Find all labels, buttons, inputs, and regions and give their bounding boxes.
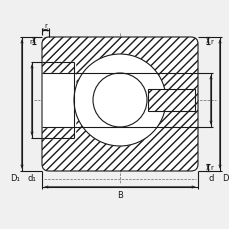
Bar (41, 74, 75, 128)
Text: B: B (117, 190, 123, 199)
Text: r: r (29, 38, 32, 44)
Bar (42, 63, 74, 138)
Bar (147, 90, 194, 112)
Text: r: r (209, 165, 212, 171)
Text: d₁: d₁ (27, 173, 36, 182)
Circle shape (74, 55, 165, 146)
Text: r: r (209, 38, 212, 44)
Text: D: D (221, 173, 227, 182)
FancyBboxPatch shape (42, 38, 197, 171)
Bar (41, 63, 75, 138)
Bar (147, 90, 194, 112)
Circle shape (93, 74, 146, 128)
Text: D₁: D₁ (10, 173, 20, 182)
Text: r: r (44, 23, 47, 29)
Text: d: d (207, 173, 213, 182)
